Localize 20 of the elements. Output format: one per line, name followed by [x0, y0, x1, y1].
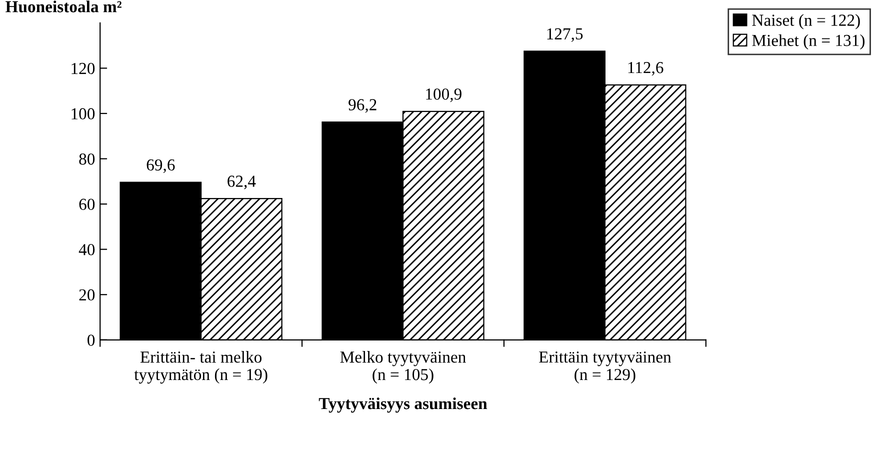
y-tick-label: 120 — [72, 62, 95, 74]
y-tick-label: 20 — [79, 289, 95, 301]
y-tick-label: 40 — [78, 244, 95, 256]
y-tick-label: 60 — [79, 198, 95, 210]
data-label: 96,2 — [348, 99, 376, 113]
data-label: 69,6 — [146, 159, 175, 173]
x-tick-label: Erittäin tyytyväinen (n = 129) — [539, 351, 672, 384]
x-axis-title: Tyytyväisyys asumiseen — [318, 397, 488, 413]
data-label: 62,4 — [228, 176, 256, 190]
x-tick-label: Melko tyytyväinen (n = 105) — [340, 351, 466, 384]
y-axis-title: Huoneistoala m² — [6, 0, 122, 12]
data-label: 100,9 — [426, 88, 462, 102]
y-tick-label: 100 — [72, 108, 95, 120]
y-tick-label: 80 — [79, 153, 95, 165]
legend-label: Naiset (n = 122) — [752, 14, 860, 30]
data-label: 112,6 — [628, 62, 664, 76]
x-tick-label: Erittäin- tai melko tyytymätön (n = 19) — [134, 351, 268, 384]
legend-label: Miehet (n = 131) — [752, 34, 865, 50]
y-tick-label: 0 — [88, 334, 95, 346]
data-label: 127,5 — [547, 28, 583, 42]
